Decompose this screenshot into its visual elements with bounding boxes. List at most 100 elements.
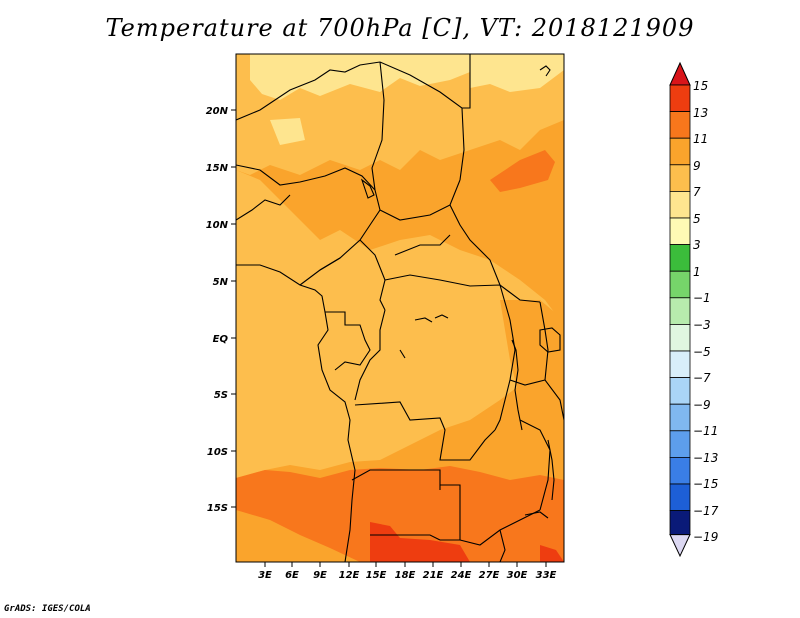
colorbar-label-7: 7 [693,185,701,199]
colorbar-segment-11-13 [669,111,691,139]
colorbar-label-3: 3 [693,238,701,252]
colorbar-label-m9: −9 [693,398,711,412]
lon-label-27e: 27E [479,570,500,581]
colorbar-segment-7-9 [669,164,691,192]
border-east-3 [509,379,546,386]
border-car [394,234,451,256]
field-spot-13-15-south [370,522,470,562]
grads-credit: GrADS: IGES/COLA [4,604,91,614]
field-spot-5-7 [270,118,305,145]
colorbar-segment-m1-1 [669,270,691,299]
lon-label-9e: 9E [313,570,327,581]
border-drc-south [354,401,496,461]
border-cameroon [299,257,341,286]
border-angola-1 [351,469,441,490]
lon-label-33e: 33E [536,570,557,581]
colorbar-label-m3: −3 [693,318,711,332]
border-angola-2 [440,484,461,541]
colorbar-segment-m17-m15 [669,483,691,512]
field-spot-11-13-ne [490,150,555,192]
colorbar-bottom-arrow [669,534,691,558]
colorbar-segment-m5-m3 [669,323,691,352]
colorbar-segment-m19-m17 [669,510,691,536]
lon-label-15e: 15E [366,570,387,581]
colorbar-segment-m3-m1 [669,297,691,325]
lat-label-15n: 15N [206,163,229,174]
border-north-3 [371,61,385,191]
lat-label-10s: 10S [207,447,228,458]
lake-bangweulu [524,511,549,519]
border-east-2 [539,301,564,421]
field-band-7-9-central [236,170,564,478]
field-band-5-7-northeast [470,54,564,92]
colorbar-label-11: 11 [693,132,708,146]
river-lake-3 [399,349,406,359]
colorbar-label-1: 1 [693,265,701,279]
border-north-1 [236,61,381,121]
lon-label-21e: 21E [423,570,444,581]
lon-label-6e: 6E [285,570,299,581]
colorbar-top-arrow [669,61,691,86]
colorbar-segment-m7-m5 [669,350,691,379]
lon-label-12e: 12E [339,570,360,581]
field-band-9-11-southwest [236,510,360,562]
lat-label-5s: 5S [214,390,228,401]
lon-label-30e: 30E [507,570,528,581]
colorbar-label-m17: −17 [693,504,719,518]
colorbar-label-m5: −5 [693,345,711,359]
field-band-5-7-north [250,54,470,100]
colorbar: 15 13 11 9 7 5 3 1 −1 −3 −5 −7 −9 −11 −1… [669,61,719,558]
lat-label-10n: 10N [206,220,229,231]
lake-malawi [547,439,555,501]
colorbar-label-m1: −1 [693,291,711,305]
colorbar-segment-m11-m9 [669,403,691,432]
colorbar-segment-m15-m13 [669,456,691,485]
colorbar-segment-m13-m11 [669,430,691,458]
temperature-field [236,54,564,562]
east-coast-red-sea [539,65,551,77]
lat-label-eq: EQ [213,334,229,345]
colorbar-label-m15: −15 [693,477,718,491]
colorbar-label-m11: −11 [693,424,718,438]
colorbar-label-13: 13 [693,106,708,120]
colorbar-label-9: 9 [693,159,701,173]
lake-chad [360,178,375,199]
lake-victoria [539,327,561,353]
lon-label-24e: 24E [451,570,472,581]
border-north-2 [379,61,465,181]
country-boundaries [236,54,564,562]
lat-label-15s: 15S [207,503,228,514]
field-band-9-11-east [500,300,564,440]
lon-label-3e: 3E [258,570,272,581]
border-namibia [370,534,441,541]
colorbar-segment-m9-m7 [669,377,691,405]
border-zimbabwe [499,529,506,562]
border-gabon [325,311,371,371]
colorbar-segment-5-7 [669,190,691,219]
colorbar-label-15: 15 [693,79,708,93]
lat-axis: 20N 15N 10N 5N EQ 5S 10S 15S [206,106,236,514]
colorbar-segment-1-3 [669,244,691,272]
river-lake-2 [434,314,449,319]
chart-title: Temperature at 700hPa [C], VT: 201812190… [105,14,695,42]
colorbar-label-m13: −13 [693,451,718,465]
lat-label-20n: 20N [206,106,229,117]
border-sahel-2 [236,194,291,221]
border-central-1 [449,204,501,286]
colorbar-segment-3-5 [669,217,691,246]
border-congo [354,309,386,401]
colorbar-label-m19: −19 [693,530,718,544]
border-coast-west [236,264,356,562]
lon-label-18e: 18E [395,570,416,581]
lon-axis: 3E 6E 9E 12E 15E 18E 21E 24E 27E 30E 33E [258,562,557,581]
border-sahel-3 [379,179,461,221]
colorbar-label-5: 5 [693,212,701,226]
field-band-11-13-south [236,466,564,562]
map-frame [235,53,565,563]
border-central-3 [384,274,541,303]
river-lake-1 [414,317,433,323]
colorbar-segment-13-15 [669,84,691,113]
field-spot-13-15-south-east [540,545,564,562]
colorbar-label-m7: −7 [693,371,711,385]
